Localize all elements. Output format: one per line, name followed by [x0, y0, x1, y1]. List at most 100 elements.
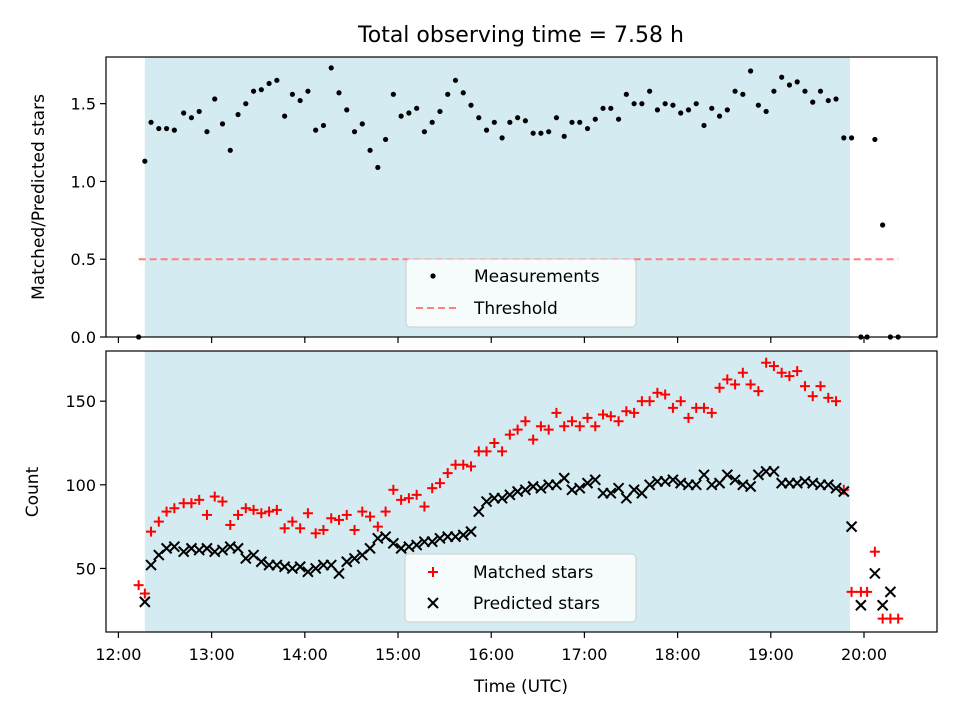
measurement-point — [188, 115, 195, 121]
matched-star-point — [660, 389, 671, 400]
predicted-star-point — [426, 535, 438, 548]
matched-star-point — [683, 412, 694, 423]
matched-star-point — [365, 511, 376, 522]
matched-star-point — [737, 367, 748, 378]
predicted-star-point — [845, 520, 858, 533]
matched-star-point — [512, 424, 523, 435]
measurement-point — [235, 111, 241, 118]
matched-star-point — [318, 524, 329, 535]
predicted-star-point — [729, 474, 741, 486]
matched-star-point — [675, 396, 686, 407]
measurement-point — [483, 127, 490, 133]
matched-star-point — [753, 386, 764, 397]
measurement-point — [390, 91, 396, 97]
matched-star-point — [139, 588, 150, 599]
measurement-point — [212, 96, 218, 102]
predicted-star-point — [177, 546, 190, 558]
measurement-point — [196, 108, 202, 115]
measurement-point — [678, 110, 684, 116]
measurement-point — [779, 74, 785, 80]
matched-star-point — [768, 361, 779, 372]
matched-star-point — [287, 516, 298, 527]
measurement-point — [615, 116, 622, 122]
measurement-point — [654, 107, 661, 113]
measurement-point — [794, 79, 800, 85]
matched-star-point — [146, 526, 157, 537]
measurement-point — [825, 97, 831, 104]
matched-star-point — [776, 367, 787, 378]
matched-star-point — [302, 508, 313, 519]
measurement-point — [382, 136, 389, 143]
measurement-point — [538, 130, 544, 136]
predicted-star-point — [698, 469, 710, 481]
bottom-x-ticks: 12:00 13:00 14:00 15:00 16:00 17:00 18:00 19:00… — [95, 632, 887, 664]
measurement-point — [592, 116, 598, 122]
measurement-point — [398, 113, 404, 119]
measurement-point — [171, 127, 177, 133]
measurement-point — [569, 119, 575, 125]
bottom-legend-box — [404, 553, 637, 623]
matched-star-point — [201, 509, 212, 520]
measurement-point — [670, 102, 676, 108]
matched-star-point — [209, 491, 220, 502]
matched-star-point — [357, 506, 368, 517]
predicted-star-point — [884, 586, 897, 598]
predicted-star-point — [838, 485, 850, 498]
matched-star-point — [217, 496, 228, 507]
top-panel-ylabel: Matched/Predicted stars — [29, 94, 49, 300]
measurement-point — [810, 99, 816, 105]
bottom-x-tick-label: 12:00 — [95, 645, 141, 664]
measurement-point — [553, 115, 560, 121]
matched-star-point — [372, 521, 383, 532]
measurement-points — [136, 65, 901, 340]
bottom-x-tick-label: 20:00 — [841, 645, 887, 664]
measurement-point — [716, 113, 723, 119]
predicted-star-point — [643, 479, 656, 491]
matched-star-point — [256, 508, 267, 519]
legend-predicted-marker — [427, 597, 439, 609]
legend-predicted-label: Predicted stars — [473, 594, 600, 614]
matched-star-point — [233, 509, 244, 520]
measurement-point — [647, 88, 653, 94]
matched-star-point — [714, 382, 725, 393]
matched-star-point — [403, 493, 414, 504]
top-legend: Measurements Threshold — [405, 258, 637, 328]
matched-star-point — [667, 402, 678, 413]
measurement-point — [577, 119, 583, 125]
bottom-panel-ylabel: Count — [23, 466, 43, 517]
top-panel-frame — [105, 56, 938, 338]
predicted-star-point — [612, 482, 625, 494]
predicted-star-point — [410, 539, 423, 551]
predicted-star-point — [574, 482, 586, 494]
top-y-tick-label: 1.5 — [71, 95, 96, 114]
matched-star-point — [807, 391, 818, 402]
matched-star-point — [613, 416, 624, 427]
bottom-x-tick-label: 18:00 — [655, 645, 701, 664]
matched-star-point — [225, 519, 236, 530]
measurement-point — [802, 88, 808, 94]
matched-star-point — [745, 379, 756, 390]
measurement-point — [771, 88, 777, 94]
measurement-point — [584, 125, 591, 132]
measurement-point — [437, 108, 443, 115]
matched-star-point — [582, 412, 593, 423]
predicted-star-point — [690, 479, 702, 491]
matched-star-point — [869, 546, 880, 557]
legend-matched-marker — [428, 567, 438, 577]
bottom-x-tick-label: 15:00 — [375, 645, 421, 664]
measurement-point — [631, 101, 637, 107]
matched-star-point — [326, 513, 337, 524]
matched-star-point — [598, 409, 609, 420]
matched-star-point — [427, 483, 438, 494]
measurement-point — [755, 102, 761, 108]
predicted-star-point — [341, 556, 353, 568]
predicted-star-point — [558, 472, 570, 484]
predicted-star-point — [822, 479, 834, 491]
measurement-point — [740, 91, 746, 97]
measurement-point — [623, 91, 629, 97]
predicted-star-point — [333, 567, 345, 580]
matched-star-point — [574, 421, 585, 432]
bottom-y-ticks: 50 100 150 — [65, 392, 106, 578]
top-y-tick-label: 1.0 — [71, 172, 96, 191]
measurement-point — [250, 88, 257, 94]
